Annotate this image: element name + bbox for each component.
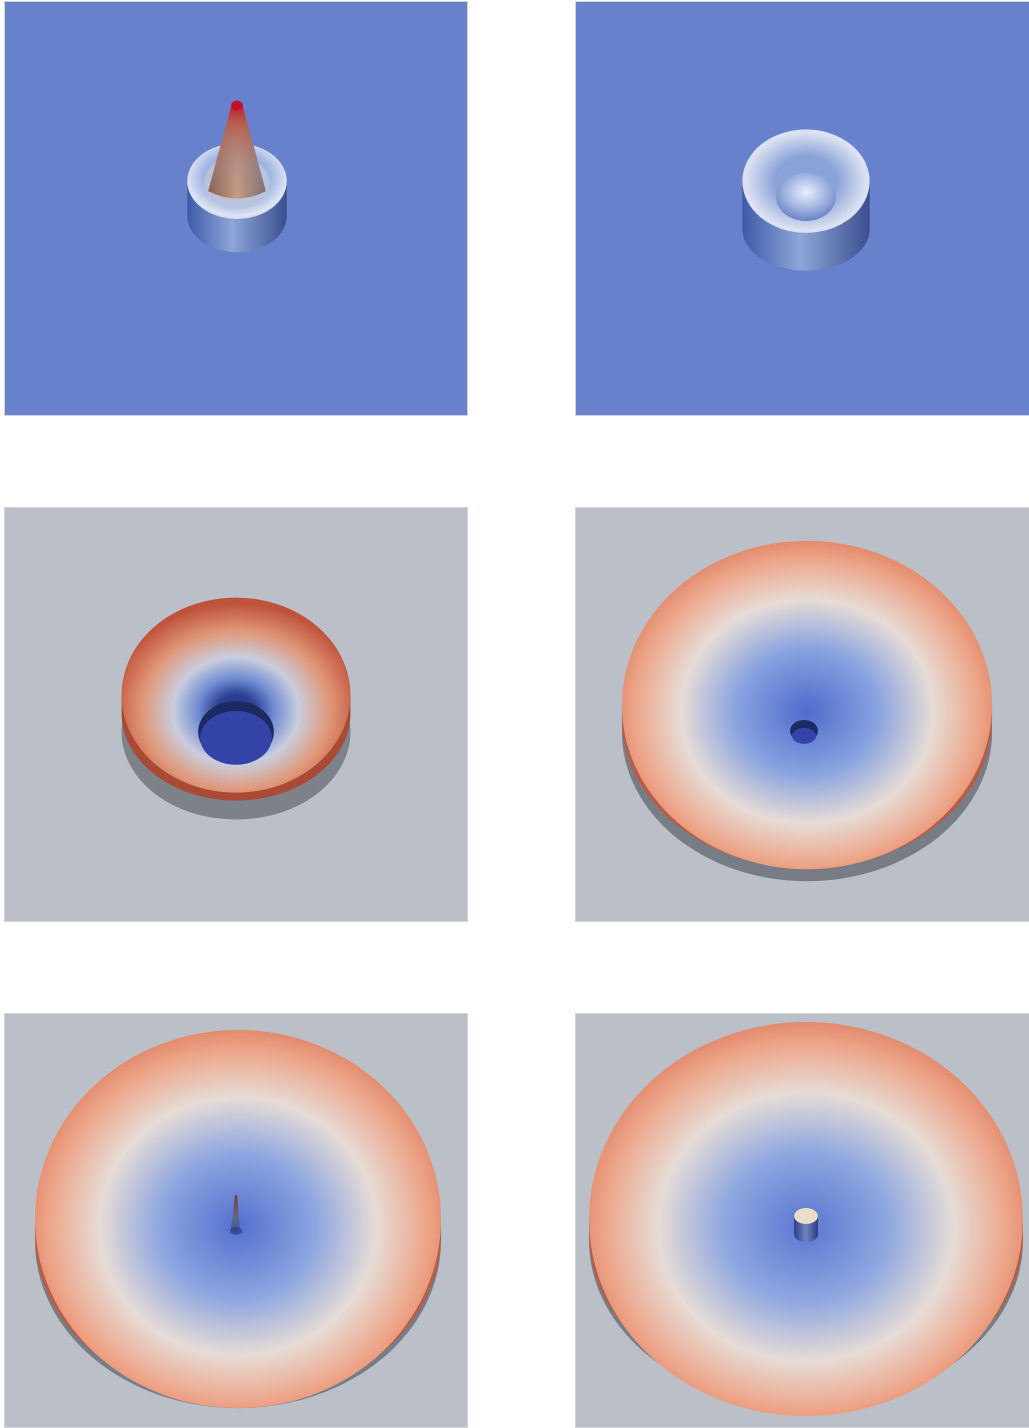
cone-shading	[208, 103, 266, 199]
disc-surface	[621, 540, 993, 870]
thin-spike	[231, 1195, 240, 1232]
hole-bottom	[792, 727, 816, 744]
render-panel-6	[575, 1013, 1029, 1428]
render-panel-5	[4, 1013, 468, 1428]
cylinder-top	[794, 1208, 818, 1224]
cone-well-render	[187, 100, 287, 253]
central-dimple	[776, 173, 836, 221]
cone-tip	[231, 100, 243, 111]
hole-bottom	[200, 711, 272, 765]
render-panel-1	[4, 1, 468, 416]
render-panel-3	[4, 507, 468, 922]
render-panel-4	[575, 507, 1029, 922]
funnel-surface	[121, 597, 351, 793]
disc-cylinder-render	[589, 1021, 1023, 1417]
funnel-render	[121, 597, 351, 820]
disc-spike-render	[34, 1029, 442, 1409]
spike-base	[230, 1226, 242, 1235]
render-panel-2	[575, 1, 1029, 416]
well-render	[742, 129, 870, 271]
disc-hole-render	[621, 540, 993, 882]
